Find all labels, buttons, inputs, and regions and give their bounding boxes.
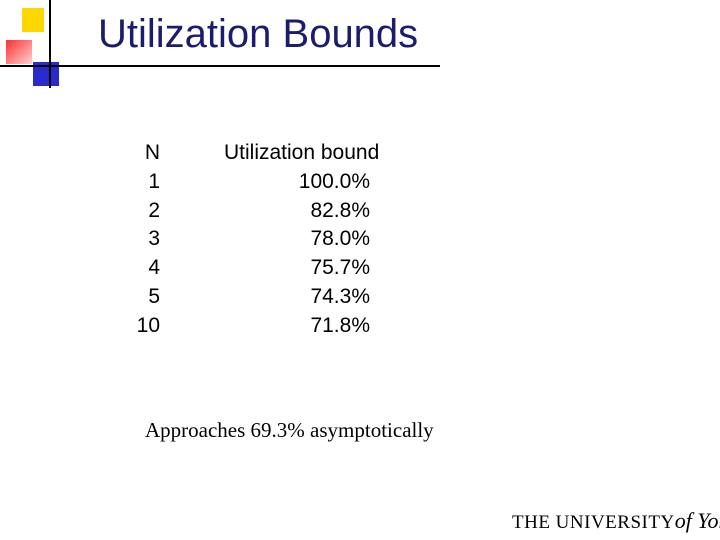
bound-cell: 71.8% <box>310 313 370 337</box>
red-square <box>6 40 32 64</box>
bound-cell: 82.8% <box>310 198 370 222</box>
logo-name: THE UNIVERSITY <box>512 512 675 533</box>
logo: THE UNIVERSITYof York <box>512 508 720 534</box>
bound-cell: 75.7% <box>310 256 370 280</box>
n-cell: 10 <box>136 313 160 337</box>
note: Approaches 69.3% asymptotically <box>145 418 434 442</box>
yellow-square <box>22 8 44 32</box>
n-cell: 5 <box>148 284 160 308</box>
column-header: N <box>144 141 160 164</box>
decoration <box>0 0 440 88</box>
bound-cell: 74.3% <box>310 284 370 308</box>
column-header: Utilization bound <box>224 141 380 164</box>
n-cell: 1 <box>148 170 160 193</box>
title: Utilization Bounds <box>98 12 419 56</box>
n-cell: 4 <box>148 256 160 280</box>
n-cell: 2 <box>148 198 160 222</box>
n-cell: 3 <box>148 227 160 251</box>
logo-place: of York <box>674 508 720 533</box>
bound-cell: 78.0% <box>310 227 370 251</box>
bound-cell: 100.0% <box>298 170 370 193</box>
